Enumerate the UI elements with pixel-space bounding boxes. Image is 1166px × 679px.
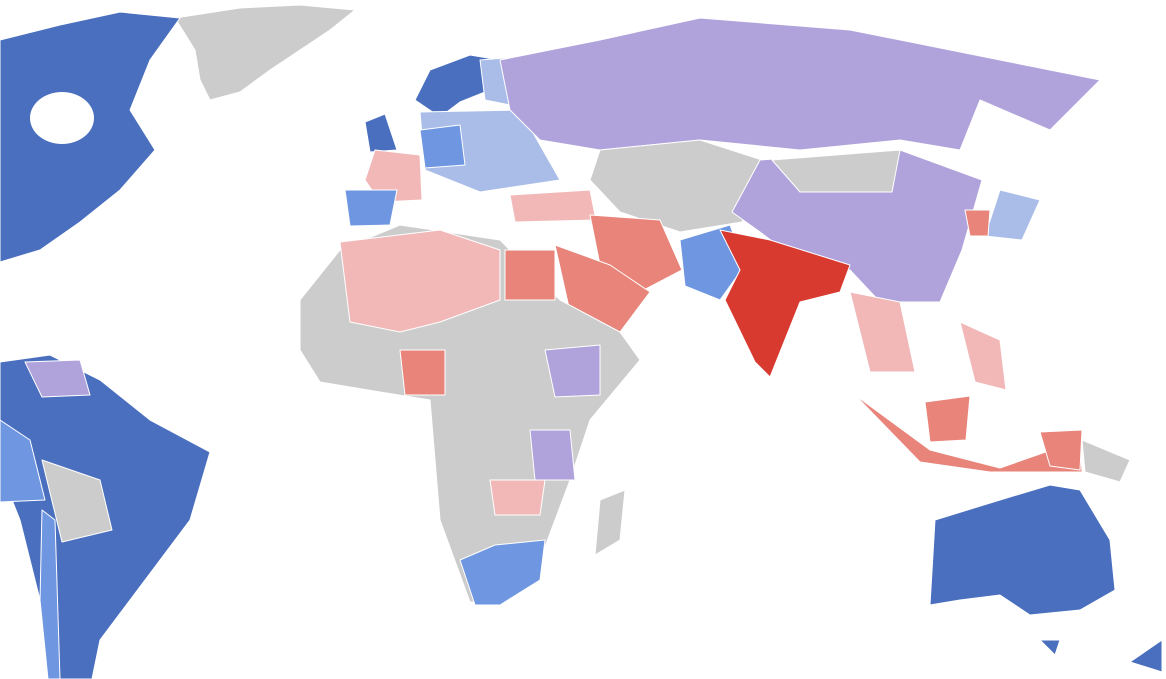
spain bbox=[344, 189, 398, 227]
north-america bbox=[0, 11, 181, 263]
central-asia bbox=[589, 139, 763, 233]
mongolia bbox=[771, 149, 901, 193]
new-guinea-west bbox=[1039, 429, 1083, 471]
new-zealand bbox=[1129, 639, 1163, 673]
nigeria bbox=[399, 349, 446, 396]
greenland bbox=[174, 4, 356, 101]
south-africa bbox=[459, 539, 546, 606]
ethiopia bbox=[544, 344, 601, 398]
tanzania bbox=[529, 429, 576, 481]
madagascar bbox=[594, 489, 626, 556]
papua-new-guinea bbox=[1081, 439, 1131, 483]
india bbox=[719, 229, 851, 378]
uk bbox=[364, 113, 398, 153]
egypt bbox=[504, 249, 556, 301]
chile bbox=[39, 509, 61, 679]
germany bbox=[419, 124, 466, 169]
bolivia bbox=[41, 459, 113, 543]
tasmania bbox=[1039, 639, 1061, 656]
north-africa bbox=[339, 229, 501, 333]
russia bbox=[499, 17, 1101, 151]
france bbox=[364, 149, 423, 203]
zambia bbox=[489, 479, 546, 516]
turkey bbox=[509, 189, 597, 223]
australia bbox=[929, 484, 1116, 616]
peru bbox=[0, 419, 46, 503]
philippines bbox=[959, 321, 1007, 391]
korea bbox=[964, 209, 991, 237]
se-asia bbox=[849, 291, 916, 373]
borneo bbox=[924, 395, 971, 443]
venezuela bbox=[24, 359, 91, 398]
hudson-bay bbox=[30, 92, 94, 144]
japan bbox=[984, 189, 1041, 241]
